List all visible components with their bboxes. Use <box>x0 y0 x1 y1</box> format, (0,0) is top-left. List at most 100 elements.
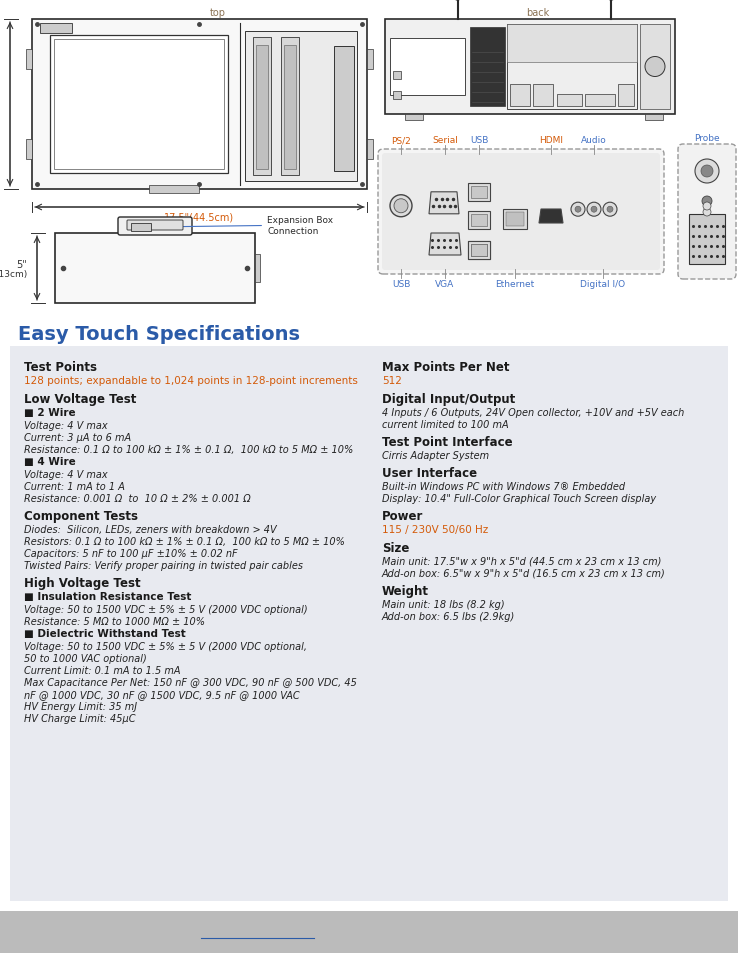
Text: Twisted Pairs: Verify proper pairing in twisted pair cables: Twisted Pairs: Verify proper pairing in … <box>24 560 303 571</box>
Bar <box>503 210 527 230</box>
Bar <box>533 85 553 107</box>
Text: ■ 2 Wire: ■ 2 Wire <box>24 408 75 417</box>
Text: Current: 3 μA to 6 mA: Current: 3 μA to 6 mA <box>24 433 131 442</box>
Text: Probe: Probe <box>694 133 720 143</box>
Bar <box>55 233 255 304</box>
Circle shape <box>607 207 613 213</box>
Bar <box>0 0 738 317</box>
Text: ■ 4 Wire: ■ 4 Wire <box>24 456 76 467</box>
FancyBboxPatch shape <box>382 153 660 271</box>
Text: User Interface: User Interface <box>382 467 477 479</box>
Text: SYSTEMS: SYSTEMS <box>628 936 679 946</box>
Circle shape <box>394 199 408 213</box>
Text: ®: ® <box>686 918 694 926</box>
Text: Audio: Audio <box>581 136 607 145</box>
Text: High Voltage Test: High Voltage Test <box>24 577 141 589</box>
Text: Digital Input/Output: Digital Input/Output <box>382 393 515 406</box>
Bar <box>367 140 373 160</box>
Bar <box>390 39 465 96</box>
Text: Diodes:  Silicon, LEDs, zeners with breakdown > 4V: Diodes: Silicon, LEDs, zeners with break… <box>24 524 277 535</box>
Bar <box>367 50 373 70</box>
Bar <box>645 115 663 121</box>
Text: Max Capacitance Per Net: 150 nF @ 300 VDC, 90 nF @ 500 VDC, 45: Max Capacitance Per Net: 150 nF @ 300 VD… <box>24 678 357 687</box>
Circle shape <box>575 207 581 213</box>
Text: Cirris Adapter System: Cirris Adapter System <box>382 451 489 460</box>
Text: current limited to 100 mA: current limited to 100 mA <box>382 419 508 430</box>
Bar <box>385 20 675 115</box>
Text: Ethernet: Ethernet <box>495 280 534 289</box>
Text: VGA: VGA <box>435 280 455 289</box>
FancyBboxPatch shape <box>678 145 736 280</box>
Polygon shape <box>429 233 461 255</box>
Bar <box>280 38 299 175</box>
Text: Display: 10.4" Full-Color Graphical Touch Screen display: Display: 10.4" Full-Color Graphical Touc… <box>382 494 656 503</box>
Circle shape <box>587 203 601 217</box>
Bar <box>131 224 151 232</box>
Bar <box>557 95 582 107</box>
Text: 128 points; expandable to 1,024 points in 128-point increments: 128 points; expandable to 1,024 points i… <box>24 375 358 386</box>
Circle shape <box>702 196 712 207</box>
Text: Resistance: 0.1 Ω to 100 kΩ ± 1% ± 0.1 Ω,  100 kΩ to 5 MΩ ± 10%: Resistance: 0.1 Ω to 100 kΩ ± 1% ± 0.1 Ω… <box>24 444 354 455</box>
Text: PS/2: PS/2 <box>391 136 411 145</box>
Polygon shape <box>539 210 563 224</box>
Text: Built-in Windows PC with Windows 7® Embedded: Built-in Windows PC with Windows 7® Embe… <box>382 481 625 492</box>
Text: Test Point Interface: Test Point Interface <box>382 436 513 449</box>
Text: 50 to 1000 VAC optional): 50 to 1000 VAC optional) <box>24 654 147 663</box>
Bar <box>245 32 357 182</box>
Bar <box>283 46 296 170</box>
Circle shape <box>703 209 711 216</box>
Bar <box>468 242 490 260</box>
Text: ■ Dielectric Withstand Test: ■ Dielectric Withstand Test <box>24 628 186 639</box>
FancyBboxPatch shape <box>378 150 664 274</box>
Bar <box>255 254 260 283</box>
Text: HDMI: HDMI <box>539 136 563 145</box>
Text: Voltage: 4 V max: Voltage: 4 V max <box>24 420 108 431</box>
Text: HV Energy Limit: 35 mJ: HV Energy Limit: 35 mJ <box>24 701 137 711</box>
Text: 5": 5" <box>16 260 27 270</box>
Text: Expansion Box
Connection: Expansion Box Connection <box>155 216 333 235</box>
Text: 4 Inputs / 6 Outputs, 24V Open collector, +10V and +5V each: 4 Inputs / 6 Outputs, 24V Open collector… <box>382 408 684 417</box>
Bar <box>0 911 738 953</box>
Text: 115 / 230V 50/60 Hz: 115 / 230V 50/60 Hz <box>382 524 489 535</box>
Bar <box>26 50 32 70</box>
Text: www.cirris.com/easytouch: www.cirris.com/easytouch <box>201 927 365 937</box>
Bar <box>507 25 637 63</box>
Circle shape <box>703 203 711 211</box>
Text: Resistors: 0.1 Ω to 100 kΩ ± 1% ± 0.1 Ω,  100 kΩ to 5 MΩ ± 10%: Resistors: 0.1 Ω to 100 kΩ ± 1% ± 0.1 Ω,… <box>24 537 345 546</box>
Bar <box>689 214 725 265</box>
Text: Main unit: 18 lbs (8.2 kg): Main unit: 18 lbs (8.2 kg) <box>382 599 505 609</box>
Bar <box>405 115 423 121</box>
Circle shape <box>571 203 585 217</box>
Text: Test Points: Test Points <box>24 360 97 374</box>
Text: Resistance: 5 MΩ to 1000 MΩ ± 10%: Resistance: 5 MΩ to 1000 MΩ ± 10% <box>24 617 205 626</box>
Text: Voltage: 50 to 1500 VDC ± 5% ± 5 V (2000 VDC optional,: Voltage: 50 to 1500 VDC ± 5% ± 5 V (2000… <box>24 641 307 651</box>
Text: For more information visit: For more information visit <box>88 927 255 937</box>
Text: Capacitors: 5 nF to 100 μF ±10% ± 0.02 nF: Capacitors: 5 nF to 100 μF ±10% ± 0.02 n… <box>24 548 238 558</box>
Bar <box>149 186 199 193</box>
Bar <box>471 187 487 198</box>
Bar <box>468 184 490 201</box>
Text: Voltage: 50 to 1500 VDC ± 5% ± 5 V (2000 VDC optional): Voltage: 50 to 1500 VDC ± 5% ± 5 V (2000… <box>24 604 308 615</box>
Bar <box>393 91 401 100</box>
Text: nF @ 1000 VDC, 30 nF @ 1500 VDC, 9.5 nF @ 1000 VAC: nF @ 1000 VDC, 30 nF @ 1500 VDC, 9.5 nF … <box>24 689 300 700</box>
Text: Serial: Serial <box>432 136 458 145</box>
Text: Add-on box: 6.5"w x 9"h x 5"d (16.5 cm x 23 cm x 13 cm): Add-on box: 6.5"w x 9"h x 5"d (16.5 cm x… <box>382 568 666 578</box>
Bar <box>510 85 530 107</box>
Bar <box>54 40 224 170</box>
Bar <box>468 242 490 260</box>
Text: Add-on box: 6.5 lbs (2.9kg): Add-on box: 6.5 lbs (2.9kg) <box>382 612 515 621</box>
Text: Voltage: 4 V max: Voltage: 4 V max <box>24 470 108 479</box>
Text: (13cm): (13cm) <box>0 271 27 279</box>
Bar <box>10 347 728 901</box>
Text: ■ Insulation Resistance Test: ■ Insulation Resistance Test <box>24 592 191 601</box>
Bar <box>50 36 228 173</box>
Bar <box>393 71 401 80</box>
Bar <box>468 212 490 230</box>
Circle shape <box>591 207 597 213</box>
Circle shape <box>390 195 412 217</box>
Bar <box>471 245 487 256</box>
Bar <box>26 140 32 160</box>
Circle shape <box>603 203 617 217</box>
FancyBboxPatch shape <box>127 221 183 231</box>
Text: HV Charge Limit: 45μC: HV Charge Limit: 45μC <box>24 713 136 723</box>
